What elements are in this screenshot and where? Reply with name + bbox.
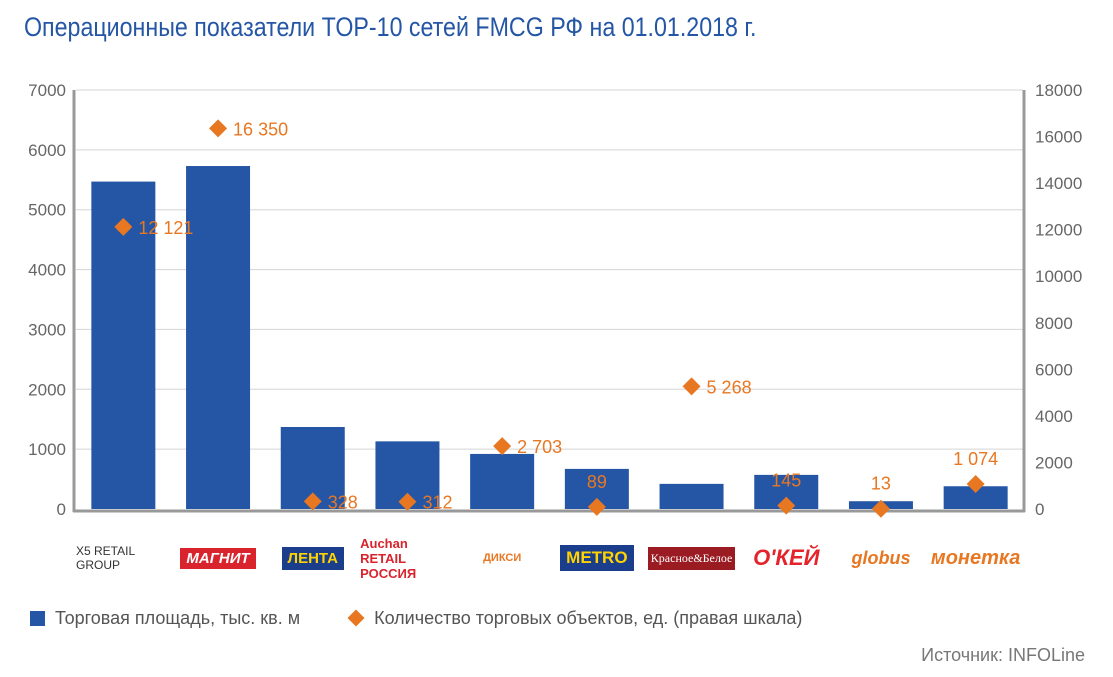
category-logo: ДИКСИ (455, 532, 550, 584)
category-label: Красное&Белое (647, 546, 736, 570)
category-logo: монетка (928, 532, 1023, 584)
marker (493, 437, 512, 456)
marker (114, 217, 133, 236)
data-label: 328 (328, 492, 358, 512)
marker (209, 119, 228, 138)
bar (659, 483, 724, 509)
legend-diamond-swatch (347, 609, 365, 627)
category-logo: globus (834, 532, 929, 584)
y-tick-label: 4000 (28, 261, 66, 280)
category-logo: О'КЕЙ (739, 532, 834, 584)
y2-tick-label: 0 (1035, 500, 1044, 519)
y-tick-label: 0 (57, 500, 66, 519)
category-label: globus (851, 547, 911, 568)
y2-tick-label: 10000 (1035, 267, 1082, 286)
y2-tick-label: 4000 (1035, 407, 1073, 426)
y2-tick-label: 14000 (1035, 174, 1082, 193)
marker (966, 474, 985, 493)
data-label: 1 074 (953, 449, 998, 469)
data-label: 312 (422, 493, 452, 513)
y-tick-label: 5000 (28, 201, 66, 220)
legend-item-count: Количество торговых объектов, ед. (права… (347, 608, 803, 629)
y2-tick-label: 16000 (1035, 128, 1082, 147)
source-note: Источник: INFOLine (921, 645, 1085, 665)
category-label: МАГНИТ (180, 547, 256, 569)
legend-label: Торговая площадь, тыс. кв. м (55, 608, 301, 628)
y-tick-label: 6000 (28, 141, 66, 160)
y2-tick-label: 2000 (1035, 453, 1073, 472)
marker (587, 497, 606, 516)
data-label: 145 (771, 471, 801, 491)
bar (91, 181, 156, 509)
data-label: 2 703 (517, 437, 562, 457)
bar (470, 453, 535, 509)
legend-bar-swatch (30, 611, 45, 626)
y2-tick-label: 8000 (1035, 314, 1073, 333)
category-logo: METRO (550, 532, 645, 584)
data-label: 16 350 (233, 119, 288, 139)
legend-item-area: Торговая площадь, тыс. кв. м (30, 608, 300, 629)
data-label: 13 (871, 474, 891, 494)
legend: Торговая площадь, тыс. кв. м Количество … (30, 608, 802, 629)
y2-tick-label: 18000 (1035, 81, 1082, 100)
marker (303, 492, 322, 511)
category-label: монетка (930, 546, 1021, 569)
y2-tick-label: 12000 (1035, 221, 1082, 240)
marker (871, 499, 890, 518)
marker (682, 377, 701, 396)
y-tick-label: 7000 (28, 81, 66, 100)
y-tick-label: 2000 (28, 380, 66, 399)
data-label: 5 268 (707, 377, 752, 397)
bar (186, 166, 251, 510)
category-label: X5 RETAIL GROUP (76, 544, 135, 572)
category-logo: Красное&Белое (644, 532, 739, 584)
chart-title: Операционные показатели TOP-10 сетей FMC… (24, 12, 757, 42)
y-tick-label: 3000 (28, 320, 66, 339)
category-logo: Auchan RETAIL РОССИЯ (360, 532, 455, 584)
category-logos: X5 RETAIL GROUP МАГНИТ ЛЕНТА Auchan RETAIL … (76, 532, 1023, 584)
data-label: 89 (587, 472, 607, 492)
category-label: METRO (560, 545, 634, 571)
category-label: Auchan RETAIL РОССИЯ (360, 535, 417, 581)
legend-label: Количество торговых объектов, ед. (права… (374, 608, 803, 628)
category-label: ЛЕНТА (281, 546, 344, 570)
marker (398, 492, 417, 511)
category-label: О'КЕЙ (753, 545, 820, 570)
category-logo: X5 RETAIL GROUP (76, 532, 171, 584)
category-logo: МАГНИТ (171, 532, 266, 584)
marker (777, 496, 796, 515)
category-label: ДИКСИ (483, 552, 522, 564)
category-logo: ЛЕНТА (265, 532, 360, 584)
y2-tick-label: 6000 (1035, 360, 1073, 379)
y-tick-label: 1000 (28, 440, 66, 459)
bar (943, 486, 1008, 509)
data-label: 12 121 (138, 218, 193, 238)
